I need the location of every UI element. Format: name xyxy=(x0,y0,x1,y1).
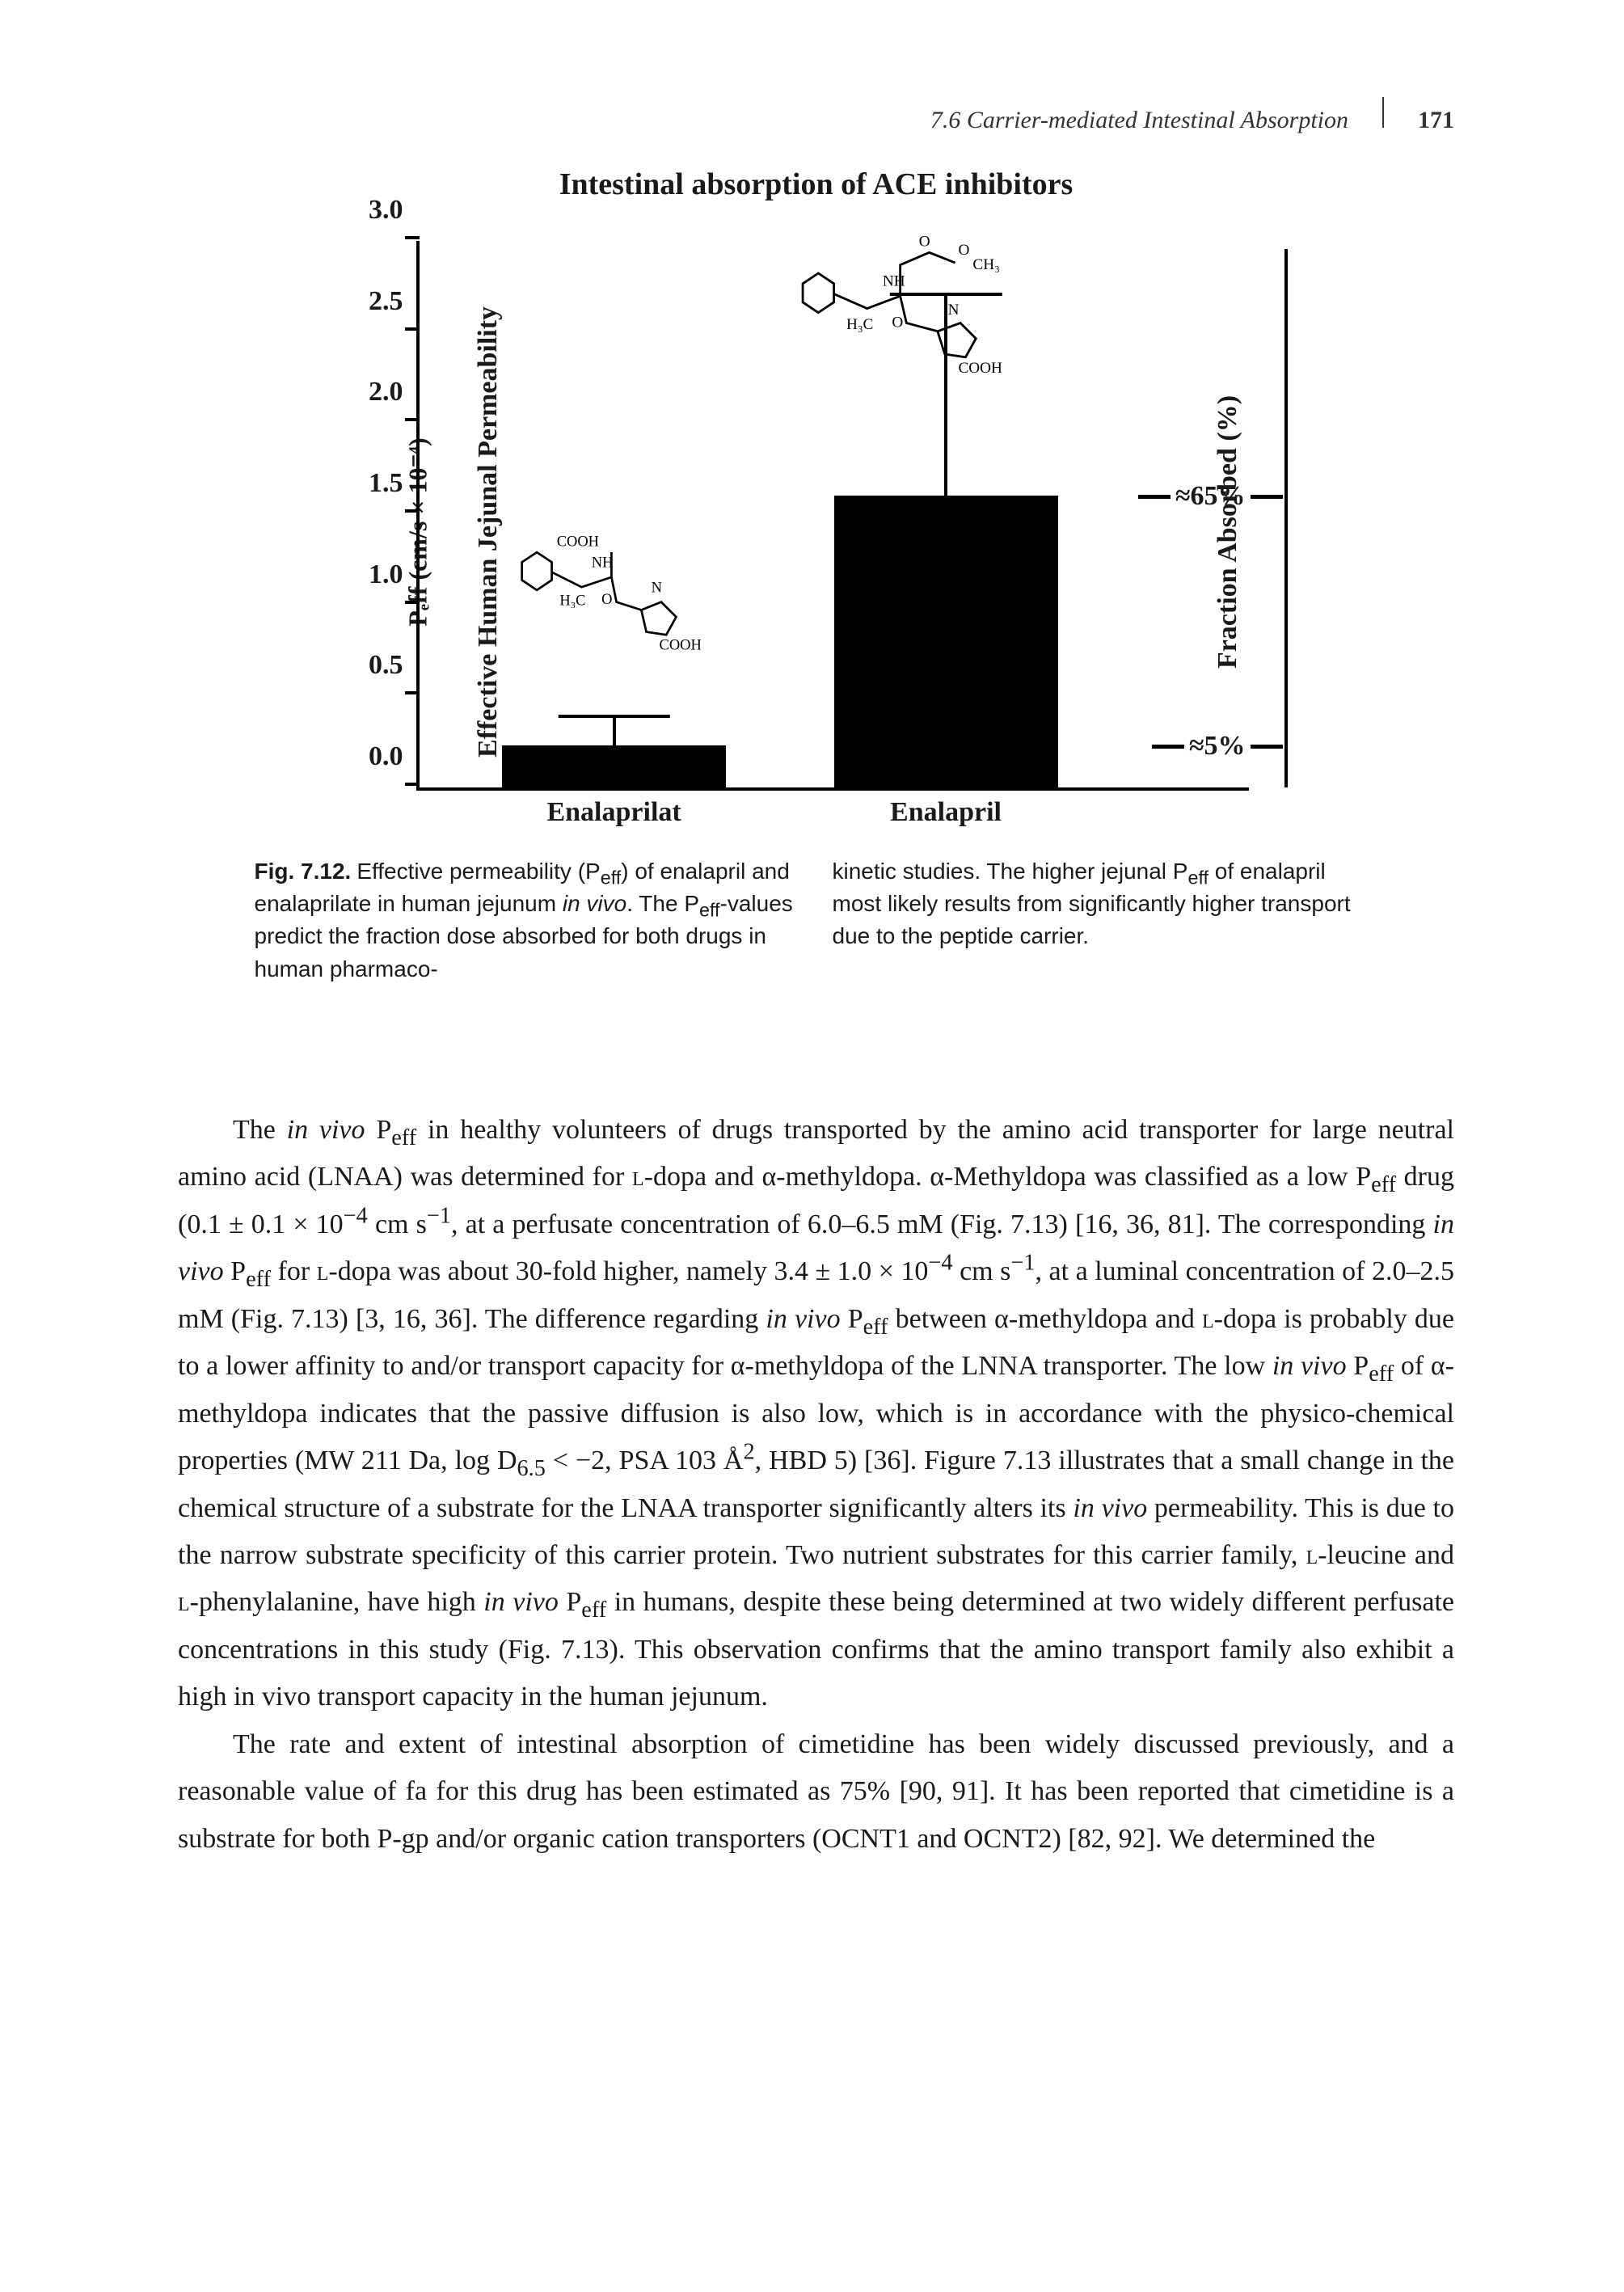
plot-area: COOH NH H₃C O N COOH O O CH₃ xyxy=(416,241,1249,791)
fraction-absorbed-annotation: ≈65% xyxy=(1133,481,1288,512)
svg-text:COOH: COOH xyxy=(660,636,702,652)
bar-chart: Effective Human Jejunal Permeability Pₑf… xyxy=(238,225,1394,839)
y-tick-label: 1.0 xyxy=(347,559,403,590)
enalaprilat-structure-icon: COOH NH H₃C O N COOH xyxy=(502,526,701,678)
y-tick xyxy=(405,509,420,513)
y-tick xyxy=(405,783,420,786)
category-label: Enalapril xyxy=(834,797,1058,828)
paragraph-2: The rate and extent of intestinal absorp… xyxy=(178,1721,1454,1863)
bar xyxy=(502,745,726,787)
svg-text:O: O xyxy=(958,242,969,259)
fraction-absorbed-annotation: ≈5% xyxy=(1147,731,1288,762)
figure-title: Intestinal absorption of ACE inhibitors xyxy=(238,167,1394,202)
error-cap xyxy=(890,293,1002,296)
caption-col-right: kinetic studies. The higher jejunal Peff… xyxy=(833,855,1378,986)
enalapril-structure-icon: O O CH₃ NH H₃C O N COOH xyxy=(784,230,1033,394)
body-text: The in vivo Peff in healthy volunteers o… xyxy=(178,1107,1454,1864)
error-bar xyxy=(613,718,616,745)
y-tick-label: 3.0 xyxy=(347,195,403,226)
error-cap xyxy=(558,715,670,718)
figure-caption: Fig. 7.12. Effective permeability (Peff)… xyxy=(255,855,1378,986)
y-tick-label: 0.0 xyxy=(347,741,403,772)
svg-text:NH: NH xyxy=(883,273,905,290)
running-head: 7.6 Carrier-mediated Intestinal Absorpti… xyxy=(178,97,1454,134)
y-tick-label: 2.5 xyxy=(347,286,403,317)
bar xyxy=(834,496,1058,787)
svg-text:O: O xyxy=(919,234,930,251)
svg-text:COOH: COOH xyxy=(958,361,1002,378)
svg-text:N: N xyxy=(948,302,960,319)
y-tick xyxy=(405,691,420,694)
header-rule xyxy=(1382,97,1384,128)
y-tick-label: 1.5 xyxy=(347,468,403,499)
svg-text:NH: NH xyxy=(592,554,614,570)
caption-col-left: Fig. 7.12. Effective permeability (Peff)… xyxy=(255,855,800,986)
y-tick xyxy=(405,418,420,421)
right-axis-line xyxy=(1284,249,1288,787)
y-tick xyxy=(405,601,420,604)
svg-text:COOH: COOH xyxy=(557,533,599,549)
svg-text:O: O xyxy=(601,591,612,607)
y-tick xyxy=(405,327,420,331)
error-bar xyxy=(944,296,947,496)
svg-text:CH₃: CH₃ xyxy=(972,256,999,273)
y-tick-label: 0.5 xyxy=(347,650,403,681)
figure-7-12: Intestinal absorption of ACE inhibitors … xyxy=(238,167,1394,986)
section-title: 7.6 Carrier-mediated Intestinal Absorpti… xyxy=(930,107,1348,134)
svg-text:H₃C: H₃C xyxy=(846,317,873,334)
y-tick-label: 2.0 xyxy=(347,377,403,407)
svg-text:O: O xyxy=(892,314,903,331)
svg-text:H₃C: H₃C xyxy=(560,592,586,608)
y-tick xyxy=(405,236,420,239)
page: 7.6 Carrier-mediated Intestinal Absorpti… xyxy=(0,0,1624,2292)
paragraph-1: The in vivo Peff in healthy volunteers o… xyxy=(178,1107,1454,1721)
svg-text:N: N xyxy=(652,579,662,595)
page-number: 171 xyxy=(1418,107,1454,134)
category-label: Enalaprilat xyxy=(502,797,726,828)
